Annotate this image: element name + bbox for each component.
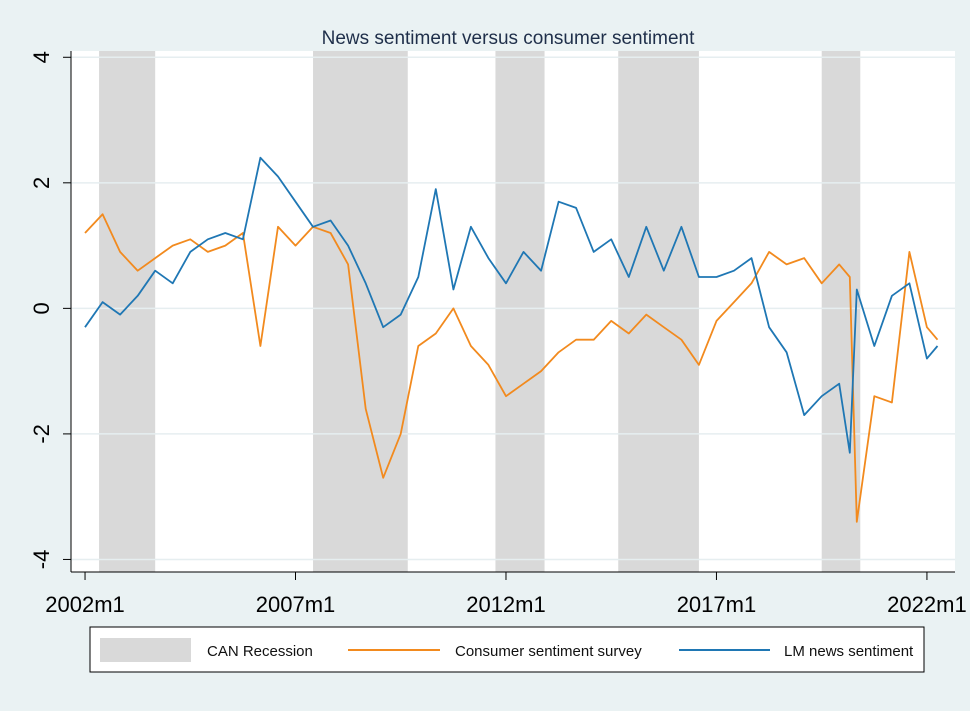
x-tick-label: 2022m1 <box>887 592 967 617</box>
recession-band <box>99 51 156 572</box>
axes <box>70 51 955 573</box>
legend-swatch-recession <box>100 638 191 662</box>
y-tick-label: 2 <box>29 177 54 189</box>
y-tick-label: 0 <box>29 302 54 314</box>
legend-label-consumer: Consumer sentiment survey <box>455 643 642 660</box>
x-tick-label: 2002m1 <box>45 592 125 617</box>
recession-band <box>495 51 545 572</box>
recession-band <box>821 51 861 572</box>
recession-bands <box>99 51 861 572</box>
x-tick-label: 2012m1 <box>466 592 546 617</box>
chart-title: News sentiment versus consumer sentiment <box>322 28 695 49</box>
legend-box <box>89 626 925 673</box>
legend: CAN Recession Consumer sentiment survey … <box>89 626 925 673</box>
legend-label-recession: CAN Recession <box>207 643 313 660</box>
recession-band <box>618 51 699 572</box>
series-lines <box>84 156 939 523</box>
x-ticks: 2002m1 2007m1 2012m1 2017m1 2022m1 <box>45 572 967 617</box>
recession-band <box>313 51 408 572</box>
y-ticks: -4 -2 0 2 4 <box>29 51 71 569</box>
x-tick-label: 2007m1 <box>256 592 336 617</box>
gridlines <box>71 56 955 561</box>
y-tick-label: -2 <box>29 424 54 444</box>
x-tick-label: 2017m1 <box>677 592 757 617</box>
y-tick-label: 4 <box>29 51 54 63</box>
legend-label-news: LM news sentiment <box>784 643 914 660</box>
series-line <box>84 156 939 454</box>
y-tick-label: -4 <box>29 550 54 570</box>
series-line <box>84 213 939 523</box>
